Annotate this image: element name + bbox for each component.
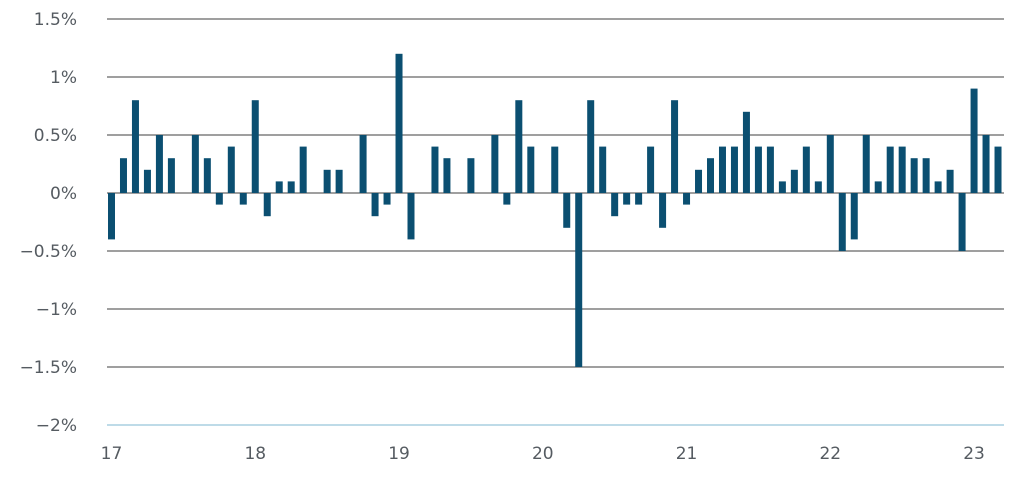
bar [946,169,954,193]
bar [575,193,583,367]
bar [191,135,199,193]
bar [695,169,703,193]
bar [659,193,667,228]
bar [994,146,1002,193]
bar [155,135,163,193]
y-tick-label: 1.5% [34,10,77,30]
bar [551,146,559,193]
bar [730,146,738,193]
bar [826,135,834,193]
x-tick-label: 22 [819,444,841,464]
bar [395,53,403,193]
bar [371,193,379,217]
bar [862,135,870,193]
x-tick-label: 18 [244,444,266,464]
bar [958,193,966,251]
bar [910,158,918,193]
y-tick-label: 1% [50,68,77,88]
x-tick-label: 19 [388,444,410,464]
y-tick-label: 0% [50,184,77,204]
bar-series [108,53,1002,367]
bar [203,158,211,193]
bar [503,193,511,205]
bar [563,193,571,228]
bar [323,169,331,193]
bar [683,193,691,205]
bar [407,193,415,240]
grid-lines [107,18,1004,426]
y-tick-label: −1% [36,300,77,320]
bar [766,146,774,193]
bar [838,193,846,251]
bar [874,181,882,193]
y-tick-label: −1.5% [20,358,77,378]
x-tick-label: 17 [101,444,123,464]
bar [263,193,271,217]
bar [790,169,798,193]
bar [802,146,810,193]
bar [611,193,619,217]
bar [635,193,643,205]
y-tick-label: −2% [36,416,77,436]
bar [647,146,655,193]
y-tick-label: 0.5% [34,126,77,146]
bar [143,169,151,193]
x-tick-label: 23 [963,444,985,464]
bar [167,158,175,193]
bar [850,193,858,240]
x-axis-labels: 17 18 19 20 21 22 23 [101,444,985,464]
bar [443,158,451,193]
bar [515,100,523,193]
bar [239,193,247,205]
bar [718,146,726,193]
x-tick-label: 20 [532,444,554,464]
bar [970,88,978,193]
bar [527,146,535,193]
bar [131,100,139,193]
bar [491,135,499,193]
bar [599,146,607,193]
bar [287,181,295,193]
bar [671,100,679,193]
bar [886,146,894,193]
bar [778,181,786,193]
bar [359,135,367,193]
bar [898,146,906,193]
y-axis-labels: 1.5% 1% 0.5% 0% −0.5% −1% −1.5% −2% [20,10,77,436]
bar [587,100,595,193]
bar [922,158,930,193]
bar [934,181,942,193]
bar [335,169,343,193]
x-tick-label: 21 [676,444,698,464]
bar [227,146,235,193]
bar [299,146,307,193]
bar [982,135,990,193]
bar [119,158,127,193]
bar [467,158,475,193]
bar [275,181,283,193]
bar [707,158,714,193]
bar [754,146,762,193]
bar [383,193,391,205]
bar [431,146,439,193]
bar [742,111,750,193]
bar [215,193,223,205]
bar [251,100,259,193]
bar [814,181,822,193]
y-tick-label: −0.5% [20,242,77,262]
bar [108,193,115,240]
bar [623,193,631,205]
